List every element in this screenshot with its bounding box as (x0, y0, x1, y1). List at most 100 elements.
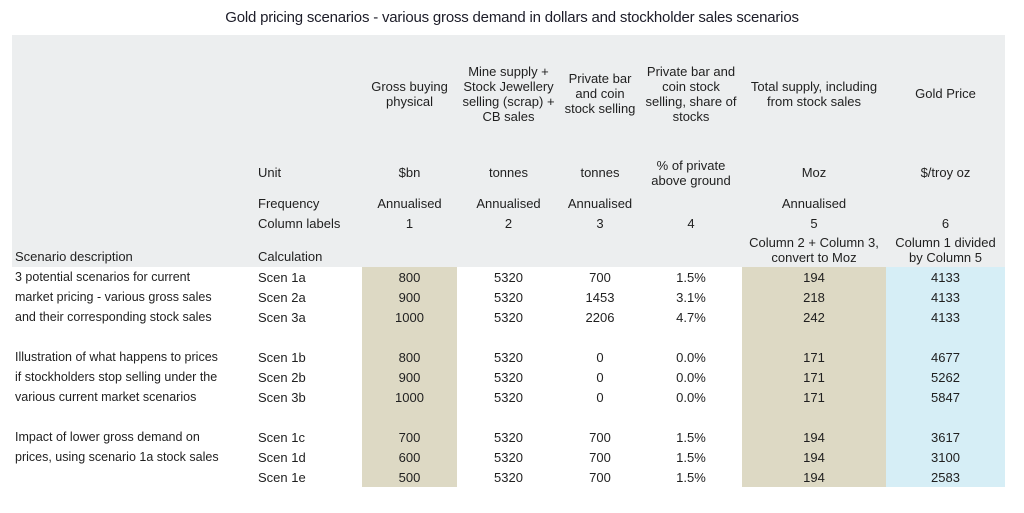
column-label-cell: 4 (640, 213, 742, 233)
scenario-description-header: Scenario description (12, 233, 255, 267)
value-cell: 700 (589, 269, 611, 285)
scenario-description-cell: 3 potential scenarios for current (15, 269, 191, 284)
value-cell: 4677 (886, 347, 1005, 367)
column-header-gross-buying-physical: Gross buying physical (362, 35, 457, 152)
table-header: Gross buying physical Mine supply + Stoc… (12, 35, 1005, 267)
table-row: prices, using scenario 1a stock sales Sce… (12, 447, 1005, 467)
value-cell: 700 (362, 427, 457, 447)
calculation-cell (457, 233, 560, 267)
table-row: market pricing - various gross sales Scen… (12, 287, 1005, 307)
frequency-cell (886, 193, 1005, 213)
value-cell: 194 (742, 267, 886, 287)
value-cell: 1.5% (676, 429, 706, 445)
calculation-row: Scenario description Calculation Column … (12, 233, 1005, 267)
value-cell: 1.5% (676, 449, 706, 465)
scenario-label-cell: Scen 1e (258, 469, 306, 485)
table-row: and their corresponding stock sales Scen … (12, 307, 1005, 327)
separator-cell (255, 407, 362, 427)
value-cell: 0 (596, 369, 604, 385)
value-cell: 2583 (886, 467, 1005, 487)
frequency-row-spacer (12, 193, 255, 213)
value-cell: 5847 (886, 387, 1005, 407)
group-separator-row (12, 407, 1005, 427)
column-label-cell: 1 (362, 213, 457, 233)
value-cell: 900 (362, 367, 457, 387)
value-cell: 171 (742, 387, 886, 407)
table-body: 3 potential scenarios for current Scen 1a… (12, 267, 1005, 487)
value-cell: 600 (362, 447, 457, 467)
scenario-label-cell: Scen 1a (258, 269, 306, 285)
scenario-label-cell: Scen 1d (258, 449, 306, 465)
separator-cell (742, 327, 886, 347)
column-labels-row-spacer (12, 213, 255, 233)
table-row: Scen 1e 500 5320 700 1.5% 194 2583 (12, 467, 1005, 487)
separator-cell (742, 407, 886, 427)
value-cell: 5320 (494, 269, 523, 285)
unit-cell: $/troy oz (886, 152, 1005, 193)
value-cell: 218 (742, 287, 886, 307)
header-spacer-calculation (255, 35, 362, 152)
unit-cell: tonnes (457, 152, 560, 193)
value-cell: 5320 (494, 429, 523, 445)
separator-cell (457, 327, 560, 347)
column-label-cell: 6 (886, 213, 1005, 233)
column-labels-row: Column labels 1 2 3 4 5 6 (12, 213, 1005, 233)
frequency-cell: Annualised (362, 193, 457, 213)
calculation-cell (640, 233, 742, 267)
column-header-private-bar-coin-share: Private bar and coin stock selling, shar… (640, 35, 742, 152)
value-cell: 900 (362, 287, 457, 307)
scenario-label-cell: Scen 2b (258, 369, 306, 385)
value-cell: 5320 (494, 449, 523, 465)
column-labels-row-label: Column labels (255, 213, 362, 233)
value-cell: 3100 (886, 447, 1005, 467)
unit-cell: % of private above ground (640, 152, 742, 193)
value-cell: 0.0% (676, 389, 706, 405)
column-header-mine-supply: Mine supply + Stock Jewellery selling (s… (457, 35, 560, 152)
value-cell: 0 (596, 389, 604, 405)
column-header-gold-price: Gold Price (886, 35, 1005, 152)
frequency-cell: Annualised (560, 193, 640, 213)
scenario-label-cell: Scen 1c (258, 429, 305, 445)
scenario-label-cell: Scen 1b (258, 349, 306, 365)
column-label-cell: 5 (742, 213, 886, 233)
value-cell: 4133 (886, 307, 1005, 327)
calculation-cell-total-supply: Column 2 + Column 3, convert to Moz (742, 233, 886, 267)
value-cell: 0 (596, 349, 604, 365)
value-cell: 3.1% (676, 289, 706, 305)
scenario-label-cell: Scen 2a (258, 289, 306, 305)
column-label-cell: 2 (457, 213, 560, 233)
scenario-description-cell: prices, using scenario 1a stock sales (15, 449, 219, 464)
separator-cell (362, 407, 457, 427)
value-cell: 1000 (362, 307, 457, 327)
column-header-private-bar-coin-selling: Private bar and coin stock selling (560, 35, 640, 152)
value-cell: 5320 (494, 349, 523, 365)
separator-cell (886, 407, 1005, 427)
value-cell: 5320 (494, 469, 523, 485)
calculation-row-label: Calculation (255, 233, 362, 267)
scenario-description-cell: market pricing - various gross sales (15, 289, 212, 304)
unit-row-label: Unit (255, 152, 362, 193)
unit-cell: Moz (742, 152, 886, 193)
scenario-table: Gross buying physical Mine supply + Stoc… (12, 35, 1005, 487)
value-cell: 5262 (886, 367, 1005, 387)
value-cell: 194 (742, 467, 886, 487)
column-headers-row: Gross buying physical Mine supply + Stoc… (12, 35, 1005, 152)
separator-cell (640, 407, 742, 427)
value-cell: 1.5% (676, 469, 706, 485)
value-cell: 800 (362, 267, 457, 287)
frequency-row: Frequency Annualised Annualised Annualis… (12, 193, 1005, 213)
value-cell: 700 (589, 469, 611, 485)
value-cell: 700 (589, 449, 611, 465)
separator-cell (640, 327, 742, 347)
calculation-cell-gold-price: Column 1 divided by Column 5 (886, 233, 1005, 267)
value-cell: 242 (742, 307, 886, 327)
value-cell: 171 (742, 347, 886, 367)
calculation-cell (362, 233, 457, 267)
frequency-row-label: Frequency (255, 193, 362, 213)
table-row: various current market scenarios Scen 3b 1… (12, 387, 1005, 407)
scenario-label-cell: Scen 3b (258, 389, 306, 405)
value-cell: 3617 (886, 427, 1005, 447)
value-cell: 4.7% (676, 309, 706, 325)
scenario-description-cell: if stockholders stop selling under the (15, 369, 218, 384)
calculation-cell (560, 233, 640, 267)
